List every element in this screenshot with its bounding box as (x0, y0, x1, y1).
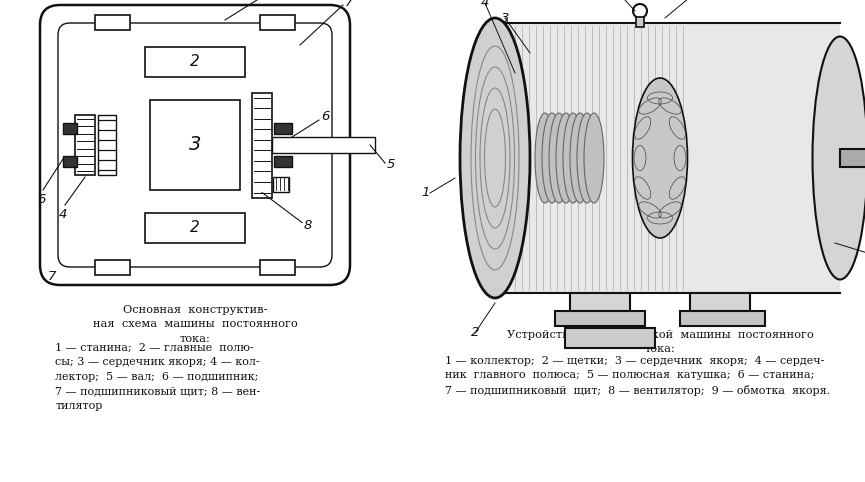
Text: 4: 4 (481, 0, 490, 10)
Bar (273, 177, 289, 192)
Text: Основная  конструктив-
ная  схема  машины  постоянного
тока:: Основная конструктив- ная схема машины п… (93, 305, 298, 344)
Text: 1 — станина;  2 — главные  полю-
сы; 3 — сердечник якоря; 4 — кол-
лектор;  5 — : 1 — станина; 2 — главные полю- сы; 3 — с… (55, 343, 260, 411)
Text: 5: 5 (387, 159, 395, 172)
Text: 6: 6 (321, 110, 330, 123)
Bar (570, 293, 630, 311)
Bar (260, 15, 295, 30)
Ellipse shape (549, 113, 569, 203)
Bar (272, 137, 375, 153)
Bar (840, 149, 865, 167)
Bar (150, 100, 240, 190)
Bar (565, 328, 655, 348)
FancyBboxPatch shape (58, 23, 332, 267)
Bar (145, 47, 245, 77)
FancyBboxPatch shape (40, 5, 350, 285)
Ellipse shape (632, 78, 688, 238)
Text: 1: 1 (421, 187, 430, 200)
Ellipse shape (460, 18, 530, 298)
Polygon shape (495, 23, 840, 293)
Ellipse shape (556, 113, 576, 203)
Bar (98, 115, 116, 175)
Ellipse shape (570, 113, 590, 203)
Bar (690, 293, 750, 311)
Bar (680, 311, 765, 326)
Text: 7: 7 (48, 270, 56, 283)
Ellipse shape (584, 113, 604, 203)
Text: 8: 8 (304, 219, 312, 232)
Text: 2: 2 (190, 220, 200, 236)
Bar (145, 213, 245, 243)
Ellipse shape (563, 113, 583, 203)
Bar (260, 260, 295, 275)
Bar (75, 115, 95, 175)
Bar (274, 123, 292, 134)
Bar (636, 17, 644, 27)
Bar (63, 123, 77, 134)
Bar (95, 15, 130, 30)
Text: Устройство  электрической  машины  постоянного
тока:: Устройство электрической машины постоянн… (507, 330, 813, 354)
Bar (274, 156, 292, 167)
Text: 1 — коллектор;  2 — щетки;  3 — сердечник  якоря;  4 — сердеч-
ник  главного  по: 1 — коллектор; 2 — щетки; 3 — сердечник … (445, 356, 830, 396)
Ellipse shape (812, 37, 865, 280)
Text: 3: 3 (189, 135, 202, 155)
Bar (252, 93, 272, 198)
Ellipse shape (542, 113, 562, 203)
Bar (63, 156, 77, 167)
Bar (95, 260, 130, 275)
Ellipse shape (535, 113, 555, 203)
Bar (555, 311, 645, 326)
Text: 2: 2 (471, 326, 479, 339)
Text: 3: 3 (501, 12, 509, 25)
Text: 7: 7 (345, 0, 354, 9)
Text: 4: 4 (59, 208, 67, 221)
Text: 6: 6 (37, 193, 45, 206)
Text: 2: 2 (190, 54, 200, 69)
Ellipse shape (577, 113, 597, 203)
